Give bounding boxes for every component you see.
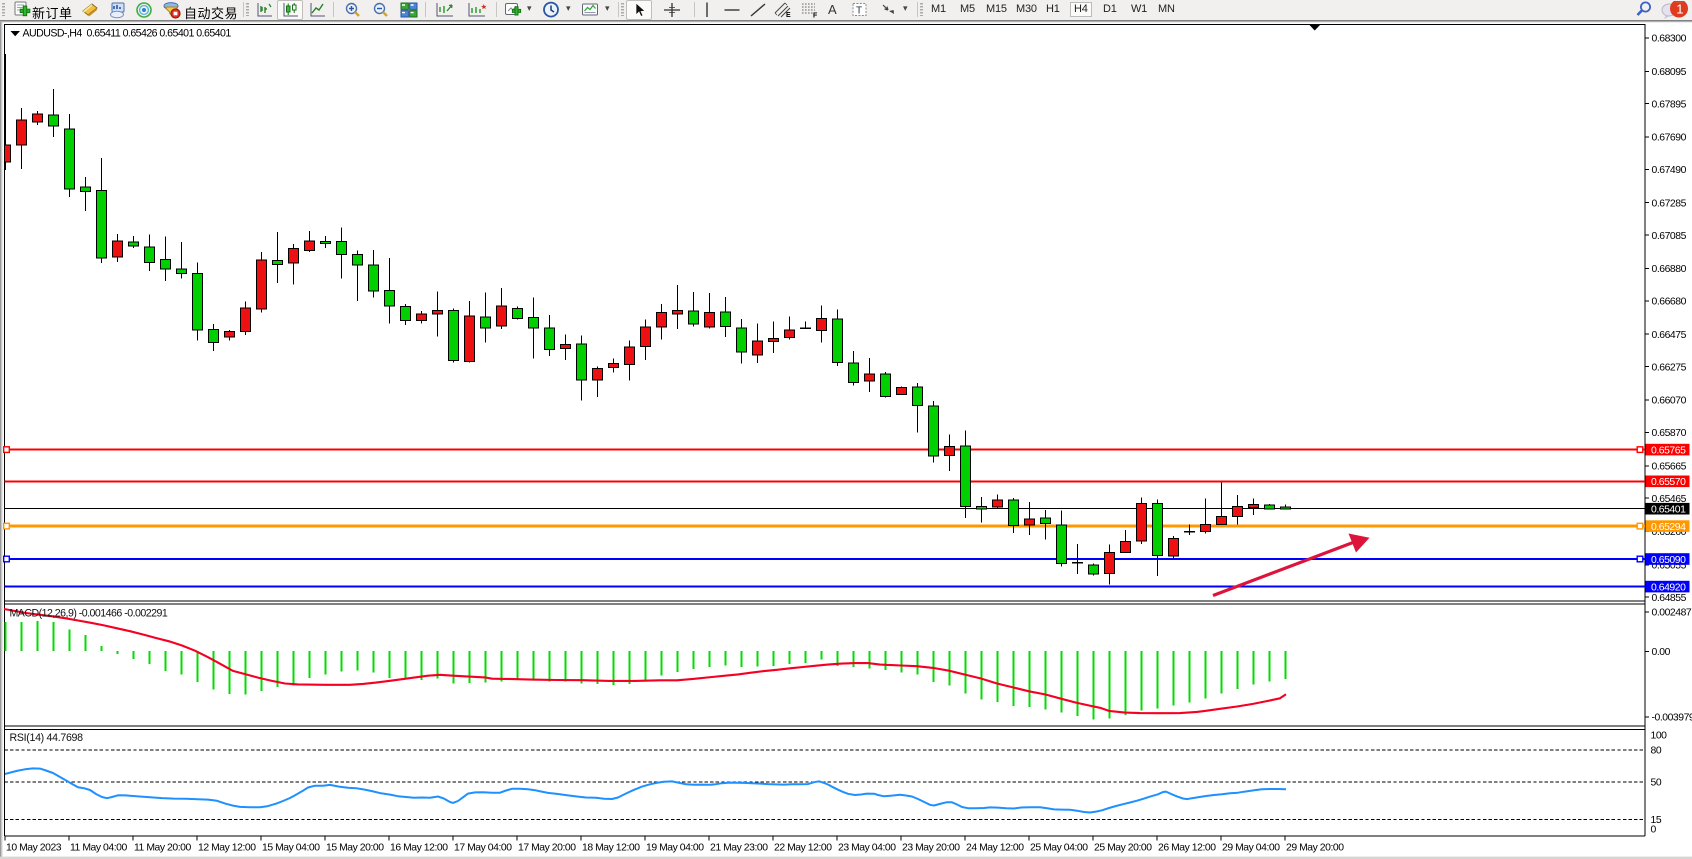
svg-text:21 May 23:00: 21 May 23:00 [710,843,768,854]
svg-text:11 May 04:00: 11 May 04:00 [70,843,127,854]
svg-text:0.65260: 0.65260 [1652,527,1687,538]
svg-text:11 May 20:00: 11 May 20:00 [134,843,191,854]
svg-text:AUDUSD-,H4 0.65411 0.65426 0.: AUDUSD-,H4 0.65411 0.65426 0.65401 0.654… [23,28,232,40]
svg-text:0.66680: 0.66680 [1652,297,1687,308]
svg-text:19 May 04:00: 19 May 04:00 [646,843,704,854]
svg-text:0.66475: 0.66475 [1652,330,1687,341]
svg-text:0.64920: 0.64920 [1651,582,1686,593]
svg-text:15: 15 [1651,815,1662,826]
svg-text:0.66275: 0.66275 [1652,362,1687,373]
svg-text:23 May 04:00: 23 May 04:00 [838,843,896,854]
svg-text:12 May 12:00: 12 May 12:00 [198,843,256,854]
svg-text:0.65570: 0.65570 [1651,477,1686,488]
svg-text:80: 80 [1651,746,1662,757]
svg-text:0.67285: 0.67285 [1652,198,1687,209]
svg-text:50: 50 [1651,778,1662,789]
svg-text:0.65765: 0.65765 [1651,445,1686,456]
svg-text:100: 100 [1651,731,1668,742]
svg-text:29 May 04:00: 29 May 04:00 [1222,843,1280,854]
svg-text:0.65055: 0.65055 [1652,560,1687,571]
svg-text:15 May 20:00: 15 May 20:00 [326,843,384,854]
svg-text:-0.003979: -0.003979 [1652,713,1692,724]
svg-text:E: E [786,12,791,19]
svg-text:T: T [856,6,862,17]
svg-text:1: 1 [1676,2,1683,17]
svg-text:26 May 12:00: 26 May 12:00 [1158,843,1216,854]
svg-text:0.65090: 0.65090 [1651,555,1686,566]
svg-text:0.67895: 0.67895 [1652,99,1687,110]
svg-text:RSI(14) 44.7698: RSI(14) 44.7698 [10,732,84,744]
svg-text:0.00: 0.00 [1652,647,1671,658]
svg-text:0.002487: 0.002487 [1652,608,1692,619]
svg-text:0.67690: 0.67690 [1652,133,1687,144]
svg-text:0.67085: 0.67085 [1652,231,1687,242]
svg-text:16 May 12:00: 16 May 12:00 [390,843,448,854]
svg-text:25 May 20:00: 25 May 20:00 [1094,843,1152,854]
svg-text:18 May 12:00: 18 May 12:00 [582,843,640,854]
svg-text:0.68095: 0.68095 [1652,67,1687,78]
svg-text:0.65665: 0.65665 [1652,461,1687,472]
svg-text:0.65294: 0.65294 [1651,522,1686,533]
svg-text:MACD(12,26,9) -0.001466 -0.002: MACD(12,26,9) -0.001466 -0.002291 [10,608,168,620]
svg-text:17 May 20:00: 17 May 20:00 [518,843,576,854]
svg-text:0.64855: 0.64855 [1652,593,1687,604]
svg-text:0.65870: 0.65870 [1652,428,1687,439]
svg-text:0.66880: 0.66880 [1652,264,1687,275]
svg-text:17 May 04:00: 17 May 04:00 [454,843,512,854]
svg-text:15 May 04:00: 15 May 04:00 [262,843,320,854]
svg-text:24 May 12:00: 24 May 12:00 [966,843,1024,854]
svg-text:0.66070: 0.66070 [1652,396,1687,407]
svg-text:0.68300: 0.68300 [1652,34,1687,45]
svg-text:0.65401: 0.65401 [1651,505,1686,516]
svg-text:0: 0 [1651,824,1657,835]
svg-text:0.65465: 0.65465 [1652,494,1687,505]
svg-text:F: F [813,13,818,20]
svg-text:23 May 20:00: 23 May 20:00 [902,843,960,854]
svg-text:22 May 12:00: 22 May 12:00 [774,843,832,854]
svg-text:0.67490: 0.67490 [1652,165,1687,176]
svg-text:25 May 04:00: 25 May 04:00 [1030,843,1088,854]
svg-text:10 May 2023: 10 May 2023 [6,843,62,854]
svg-text:29 May 20:00: 29 May 20:00 [1286,843,1344,854]
